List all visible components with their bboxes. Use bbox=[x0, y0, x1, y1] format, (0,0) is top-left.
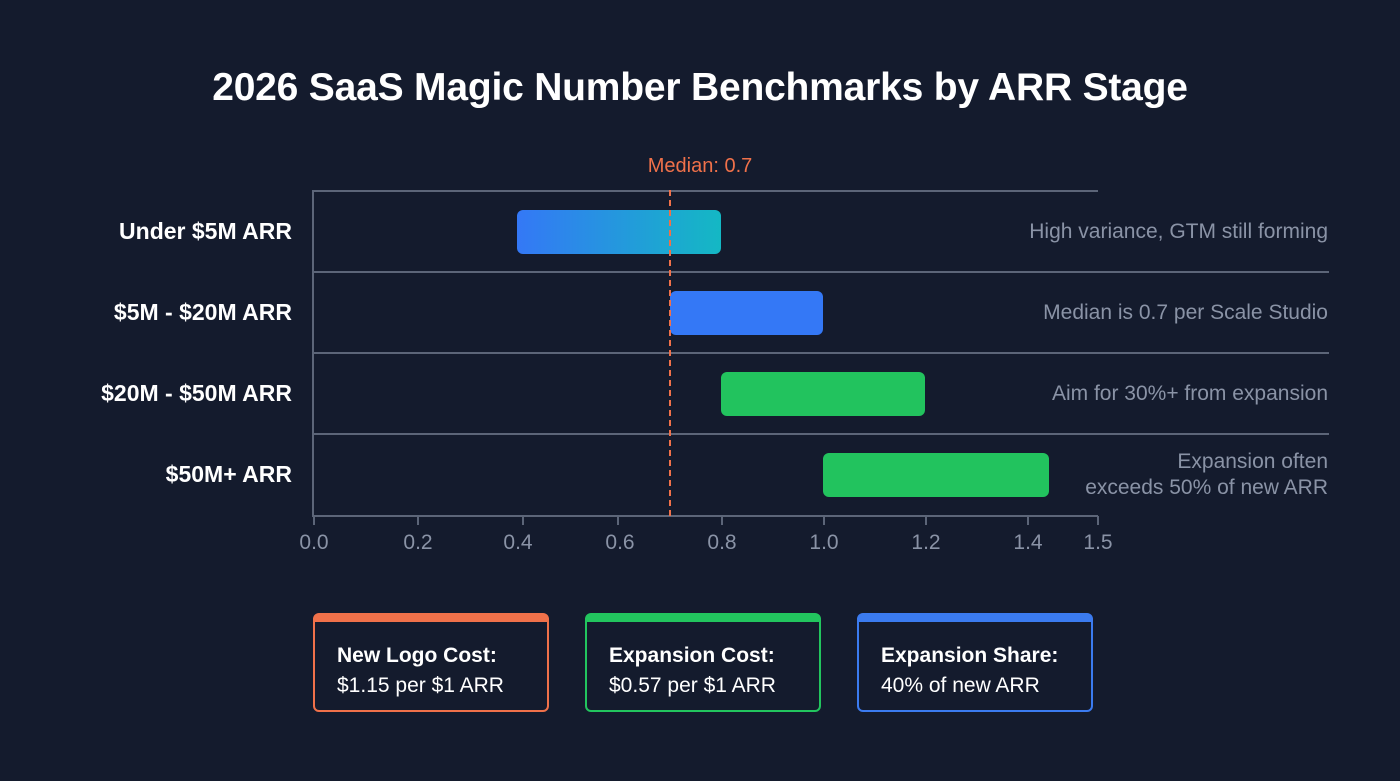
card-expansion-share: Expansion Share: 40% of new ARR bbox=[857, 613, 1093, 712]
x-tick bbox=[522, 516, 524, 525]
x-tick bbox=[1027, 516, 1029, 525]
row-separator bbox=[313, 271, 1329, 273]
category-label: $20M - $50M ARR bbox=[101, 380, 292, 406]
x-tick bbox=[617, 516, 619, 525]
median-label: Median: 0.7 bbox=[647, 155, 753, 177]
row-annotation: Aim for 30%+ from expansion bbox=[1051, 382, 1328, 405]
card-value: $0.57 per $1 ARR bbox=[609, 674, 776, 697]
card-title: Expansion Cost: bbox=[609, 644, 775, 667]
x-tick-label: 1.2 bbox=[911, 531, 941, 554]
row-separator bbox=[313, 433, 1329, 435]
plot-top-border bbox=[313, 190, 1098, 192]
x-tick-label: 0.8 bbox=[707, 531, 737, 554]
bar-50m-plus bbox=[823, 453, 1049, 497]
x-axis-line bbox=[313, 515, 1098, 517]
x-tick-label: 1.5 bbox=[1083, 531, 1113, 554]
card-new-logo-cost: New Logo Cost: $1.15 per $1 ARR bbox=[313, 613, 549, 712]
card-expansion-cost: Expansion Cost: $0.57 per $1 ARR bbox=[585, 613, 821, 712]
x-tick bbox=[417, 516, 419, 525]
row-annotation: Median is 0.7 per Scale Studio bbox=[1043, 301, 1328, 324]
x-tick-label: 0.2 bbox=[403, 531, 433, 554]
card-value: $1.15 per $1 ARR bbox=[337, 674, 504, 697]
category-label: $5M - $20M ARR bbox=[113, 299, 292, 325]
card-value: 40% of new ARR bbox=[881, 674, 1040, 697]
x-tick-label: 1.4 bbox=[1013, 531, 1043, 554]
row-separator bbox=[313, 352, 1329, 354]
row-annotation: Expansion often exceeds 50% of new ARR bbox=[948, 449, 1328, 501]
bar-5m-20m bbox=[670, 291, 823, 335]
row-annotation-line: Expansion often bbox=[1177, 450, 1328, 473]
x-tick bbox=[925, 516, 927, 525]
x-tick-label: 1.0 bbox=[809, 531, 839, 554]
bar-20m-50m bbox=[721, 372, 925, 416]
category-label: Under $5M ARR bbox=[119, 218, 292, 244]
row-annotation: High variance, GTM still forming bbox=[1029, 220, 1328, 243]
x-tick-label: 0.6 bbox=[605, 531, 635, 554]
x-tick bbox=[823, 516, 825, 525]
median-reference-line bbox=[669, 190, 671, 516]
x-tick bbox=[1097, 516, 1099, 525]
y-axis-line bbox=[312, 190, 314, 517]
chart-title: 2026 SaaS Magic Number Benchmarks by ARR… bbox=[212, 66, 1188, 109]
bar-under-5m bbox=[517, 210, 721, 254]
row-annotation-line: exceeds 50% of new ARR bbox=[1085, 476, 1328, 499]
card-title: New Logo Cost: bbox=[337, 644, 497, 667]
x-tick-label: 0.4 bbox=[503, 531, 533, 554]
x-tick-label: 0.0 bbox=[299, 531, 329, 554]
x-tick bbox=[721, 516, 723, 525]
x-tick bbox=[313, 516, 315, 525]
category-label: $50M+ ARR bbox=[165, 461, 292, 487]
card-title: Expansion Share: bbox=[881, 644, 1059, 667]
